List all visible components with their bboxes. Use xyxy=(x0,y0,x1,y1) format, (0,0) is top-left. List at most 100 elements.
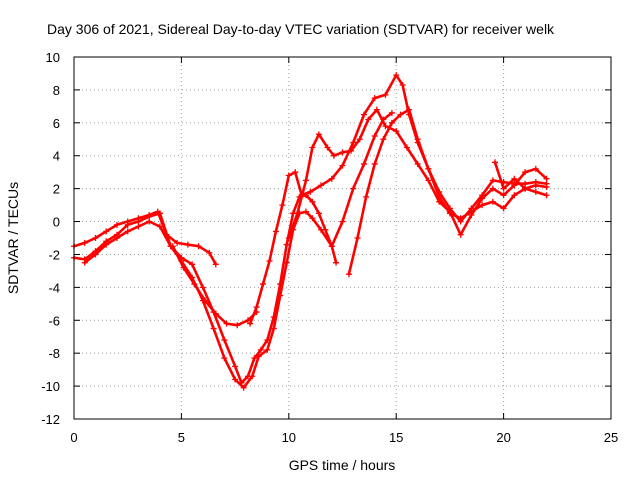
chart-title: Day 306 of 2021, Sidereal Day-to-day VTE… xyxy=(47,21,555,37)
data-point xyxy=(283,241,290,248)
data-point xyxy=(500,205,507,212)
data-point xyxy=(266,258,273,265)
data-point xyxy=(210,325,217,332)
data-point xyxy=(365,116,372,123)
data-point xyxy=(195,243,202,250)
data-point xyxy=(380,136,387,143)
axis-ticks: 0 5 10 15 20 25 -12 -10 -8 -6 -4 -2 0 2 4 6 8 10 xyxy=(41,50,618,445)
data-point xyxy=(113,235,120,241)
data-point xyxy=(124,221,131,228)
data-point xyxy=(103,228,110,235)
data-point xyxy=(399,81,406,88)
data-point xyxy=(446,210,453,217)
data-point xyxy=(457,215,464,222)
data-point xyxy=(169,243,176,250)
data-point xyxy=(302,208,309,215)
data-point xyxy=(406,106,413,113)
x-axis-label: GPS time / hours xyxy=(289,457,396,473)
data-point xyxy=(309,144,316,151)
data-point xyxy=(232,376,239,383)
y-tick-label: 10 xyxy=(46,50,60,65)
data-point xyxy=(511,192,518,199)
data-point xyxy=(251,355,258,362)
data-point xyxy=(403,144,410,151)
data-point xyxy=(425,165,432,172)
data-point xyxy=(333,259,340,266)
data-point xyxy=(221,337,228,344)
data-point xyxy=(113,221,120,228)
data-point xyxy=(202,297,209,304)
data-point xyxy=(350,139,357,146)
data-point xyxy=(270,313,277,320)
data-point xyxy=(532,165,539,172)
y-tick-label: 6 xyxy=(53,116,60,131)
data-point xyxy=(315,210,322,217)
series-line xyxy=(72,111,394,390)
x-tick-label: 15 xyxy=(389,430,403,445)
data-point xyxy=(479,195,486,202)
y-tick-label: -8 xyxy=(48,346,60,361)
data-point xyxy=(292,169,299,176)
data-point xyxy=(285,235,292,241)
data-point xyxy=(264,346,271,353)
data-point xyxy=(339,162,346,169)
data-point xyxy=(135,223,142,230)
y-tick-label: 8 xyxy=(53,83,60,98)
data-point xyxy=(436,193,443,200)
data-point xyxy=(272,228,279,235)
data-point xyxy=(244,317,251,324)
data-point xyxy=(532,182,539,189)
data-point xyxy=(339,149,346,156)
data-point xyxy=(174,239,181,246)
data-point xyxy=(425,177,432,184)
data-point xyxy=(522,185,529,192)
data-point xyxy=(356,136,363,143)
y-tick-label: -10 xyxy=(41,379,60,394)
data-point xyxy=(247,320,254,327)
data-point xyxy=(543,183,550,190)
data-point xyxy=(309,215,316,222)
data-point xyxy=(363,193,370,200)
gridlines xyxy=(74,57,611,419)
x-tick-label: 0 xyxy=(70,430,77,445)
plot-frame xyxy=(73,56,612,420)
data-point xyxy=(388,109,395,116)
data-point xyxy=(309,198,316,205)
data-point xyxy=(264,337,271,344)
data-point xyxy=(253,304,260,311)
data-point xyxy=(500,185,507,192)
data-point xyxy=(532,188,539,195)
data-point xyxy=(489,185,496,192)
series-track-6 xyxy=(285,106,550,241)
data-point xyxy=(81,239,88,246)
x-tick-label: 5 xyxy=(178,430,185,445)
data-point xyxy=(244,373,251,380)
data-point xyxy=(206,249,213,256)
data-point xyxy=(322,226,329,233)
data-point xyxy=(393,128,400,135)
data-point xyxy=(146,218,153,225)
data-point xyxy=(511,175,518,182)
x-tick-label: 25 xyxy=(604,430,618,445)
series-line xyxy=(347,108,548,276)
data-point xyxy=(328,175,335,182)
data-point xyxy=(489,177,496,184)
data-point xyxy=(318,182,325,189)
data-point xyxy=(257,346,264,353)
data-point xyxy=(511,182,518,189)
series-track-7 xyxy=(345,106,550,278)
y-tick-label: 4 xyxy=(53,149,60,164)
data-point xyxy=(92,235,99,241)
data-point xyxy=(382,91,389,98)
y-tick-label: 2 xyxy=(53,182,60,197)
data-point xyxy=(373,106,380,113)
data-point xyxy=(238,379,245,386)
data-point xyxy=(393,72,400,79)
data-point xyxy=(315,131,322,138)
data-point xyxy=(199,284,206,291)
y-tick-label: -4 xyxy=(48,280,60,295)
data-point xyxy=(191,281,198,288)
data-point xyxy=(81,259,88,266)
data-point xyxy=(180,264,187,271)
